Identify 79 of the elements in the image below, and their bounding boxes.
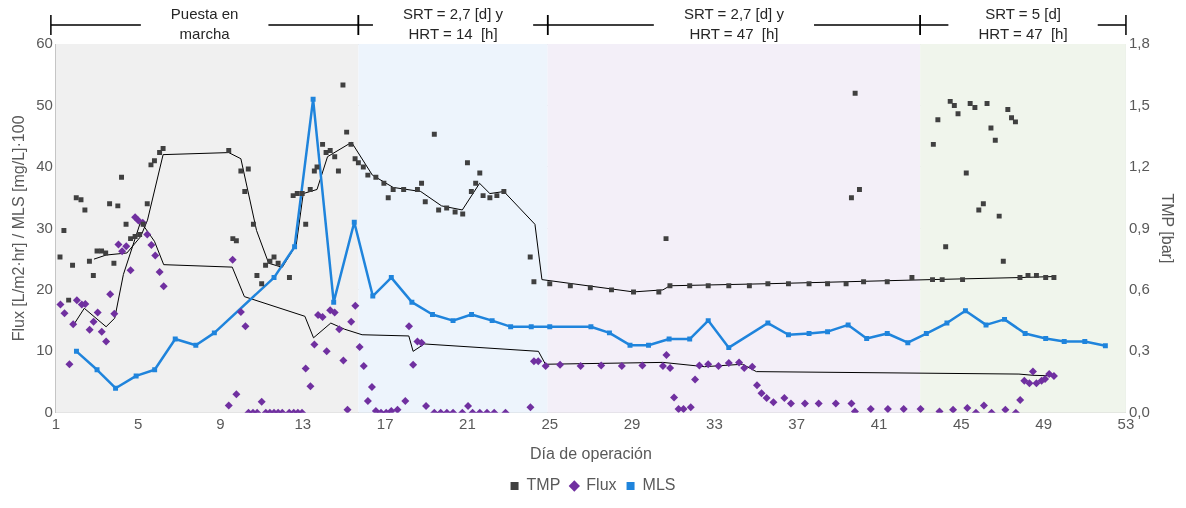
point [409,299,415,305]
y-tick-label: 60 [36,34,53,52]
y2-tick-label: 1,8 [1128,34,1150,52]
point [1061,339,1067,344]
y2-tick-label: 0,6 [1128,280,1150,298]
legend-label: MLS [642,476,676,494]
point [94,367,100,373]
y-tick-label: 40 [36,157,53,175]
point [73,348,79,354]
x-tick-label: 45 [952,414,970,432]
legend-label: Flux [586,476,617,494]
x-tick-label: 17 [376,414,394,432]
point [469,311,475,317]
point [845,322,851,328]
x-tick-label: 25 [541,414,559,432]
point [588,324,594,330]
point [1002,316,1008,322]
point [646,342,652,348]
point [547,324,553,330]
point [1022,331,1028,336]
point [806,331,812,336]
band-label: Puesta en marcha [170,5,239,43]
point [726,345,732,351]
x-tick-label: 29 [623,414,641,432]
x-tick-label: 9 [216,414,225,432]
y-tick-label: 20 [36,280,53,298]
y2-tick-label: 0,3 [1128,341,1150,359]
point [825,329,831,335]
point [785,332,791,338]
y-tick-label: 0 [44,402,53,420]
point [1102,343,1108,349]
point [133,373,139,379]
point [864,335,870,341]
x-axis-title: Día de operación [529,444,652,462]
x-tick-label: 5 [134,414,143,432]
x-tick-label: 37 [788,414,806,432]
point [489,318,495,324]
point [944,320,950,326]
y2-tick-label: 0,9 [1128,218,1150,236]
y-tick-label: 50 [36,95,53,113]
x-tick-label: 49 [1035,414,1052,432]
legend-label: TMP [526,476,561,494]
y-tick-label: 30 [36,218,53,236]
point [687,336,693,342]
point [310,96,316,102]
band-label: SRT = 2,7 [d] y HRT = 14 [h] [403,5,504,43]
x-tick-label: 41 [870,414,888,432]
point [211,330,217,336]
point [884,331,890,336]
point [450,318,456,324]
point [528,324,534,330]
point [152,367,158,373]
band-label: SRT = 5 [d] HRT = 47 [h] [978,5,1068,43]
x-tick-label: 13 [294,414,312,432]
point [508,324,514,330]
x-tick-label: 21 [459,414,476,432]
point [666,336,672,342]
point [962,308,968,314]
y-tick-label: 10 [36,341,53,359]
y2-axis-title: TMP [bar] [1158,193,1176,264]
point [606,330,612,336]
point [923,331,929,336]
y2-tick-label: 1,5 [1128,95,1150,113]
point [1082,339,1088,344]
point [1043,335,1049,341]
band-label: SRT = 2,7 [d] y HRT = 47 [h] [683,5,785,43]
point [905,340,911,346]
y-axis-title: Flux [L/m2·hr] / MLS [mg/L]·100 [10,115,28,342]
x-tick-label: 1 [51,414,61,432]
point [292,244,298,250]
point [172,336,178,342]
y2-tick-label: 1,2 [1128,157,1150,175]
point [113,385,119,391]
point [765,320,771,326]
point [331,299,337,305]
x-tick-label: 33 [706,414,723,432]
point [429,311,435,317]
point [351,219,357,225]
point [193,342,199,348]
